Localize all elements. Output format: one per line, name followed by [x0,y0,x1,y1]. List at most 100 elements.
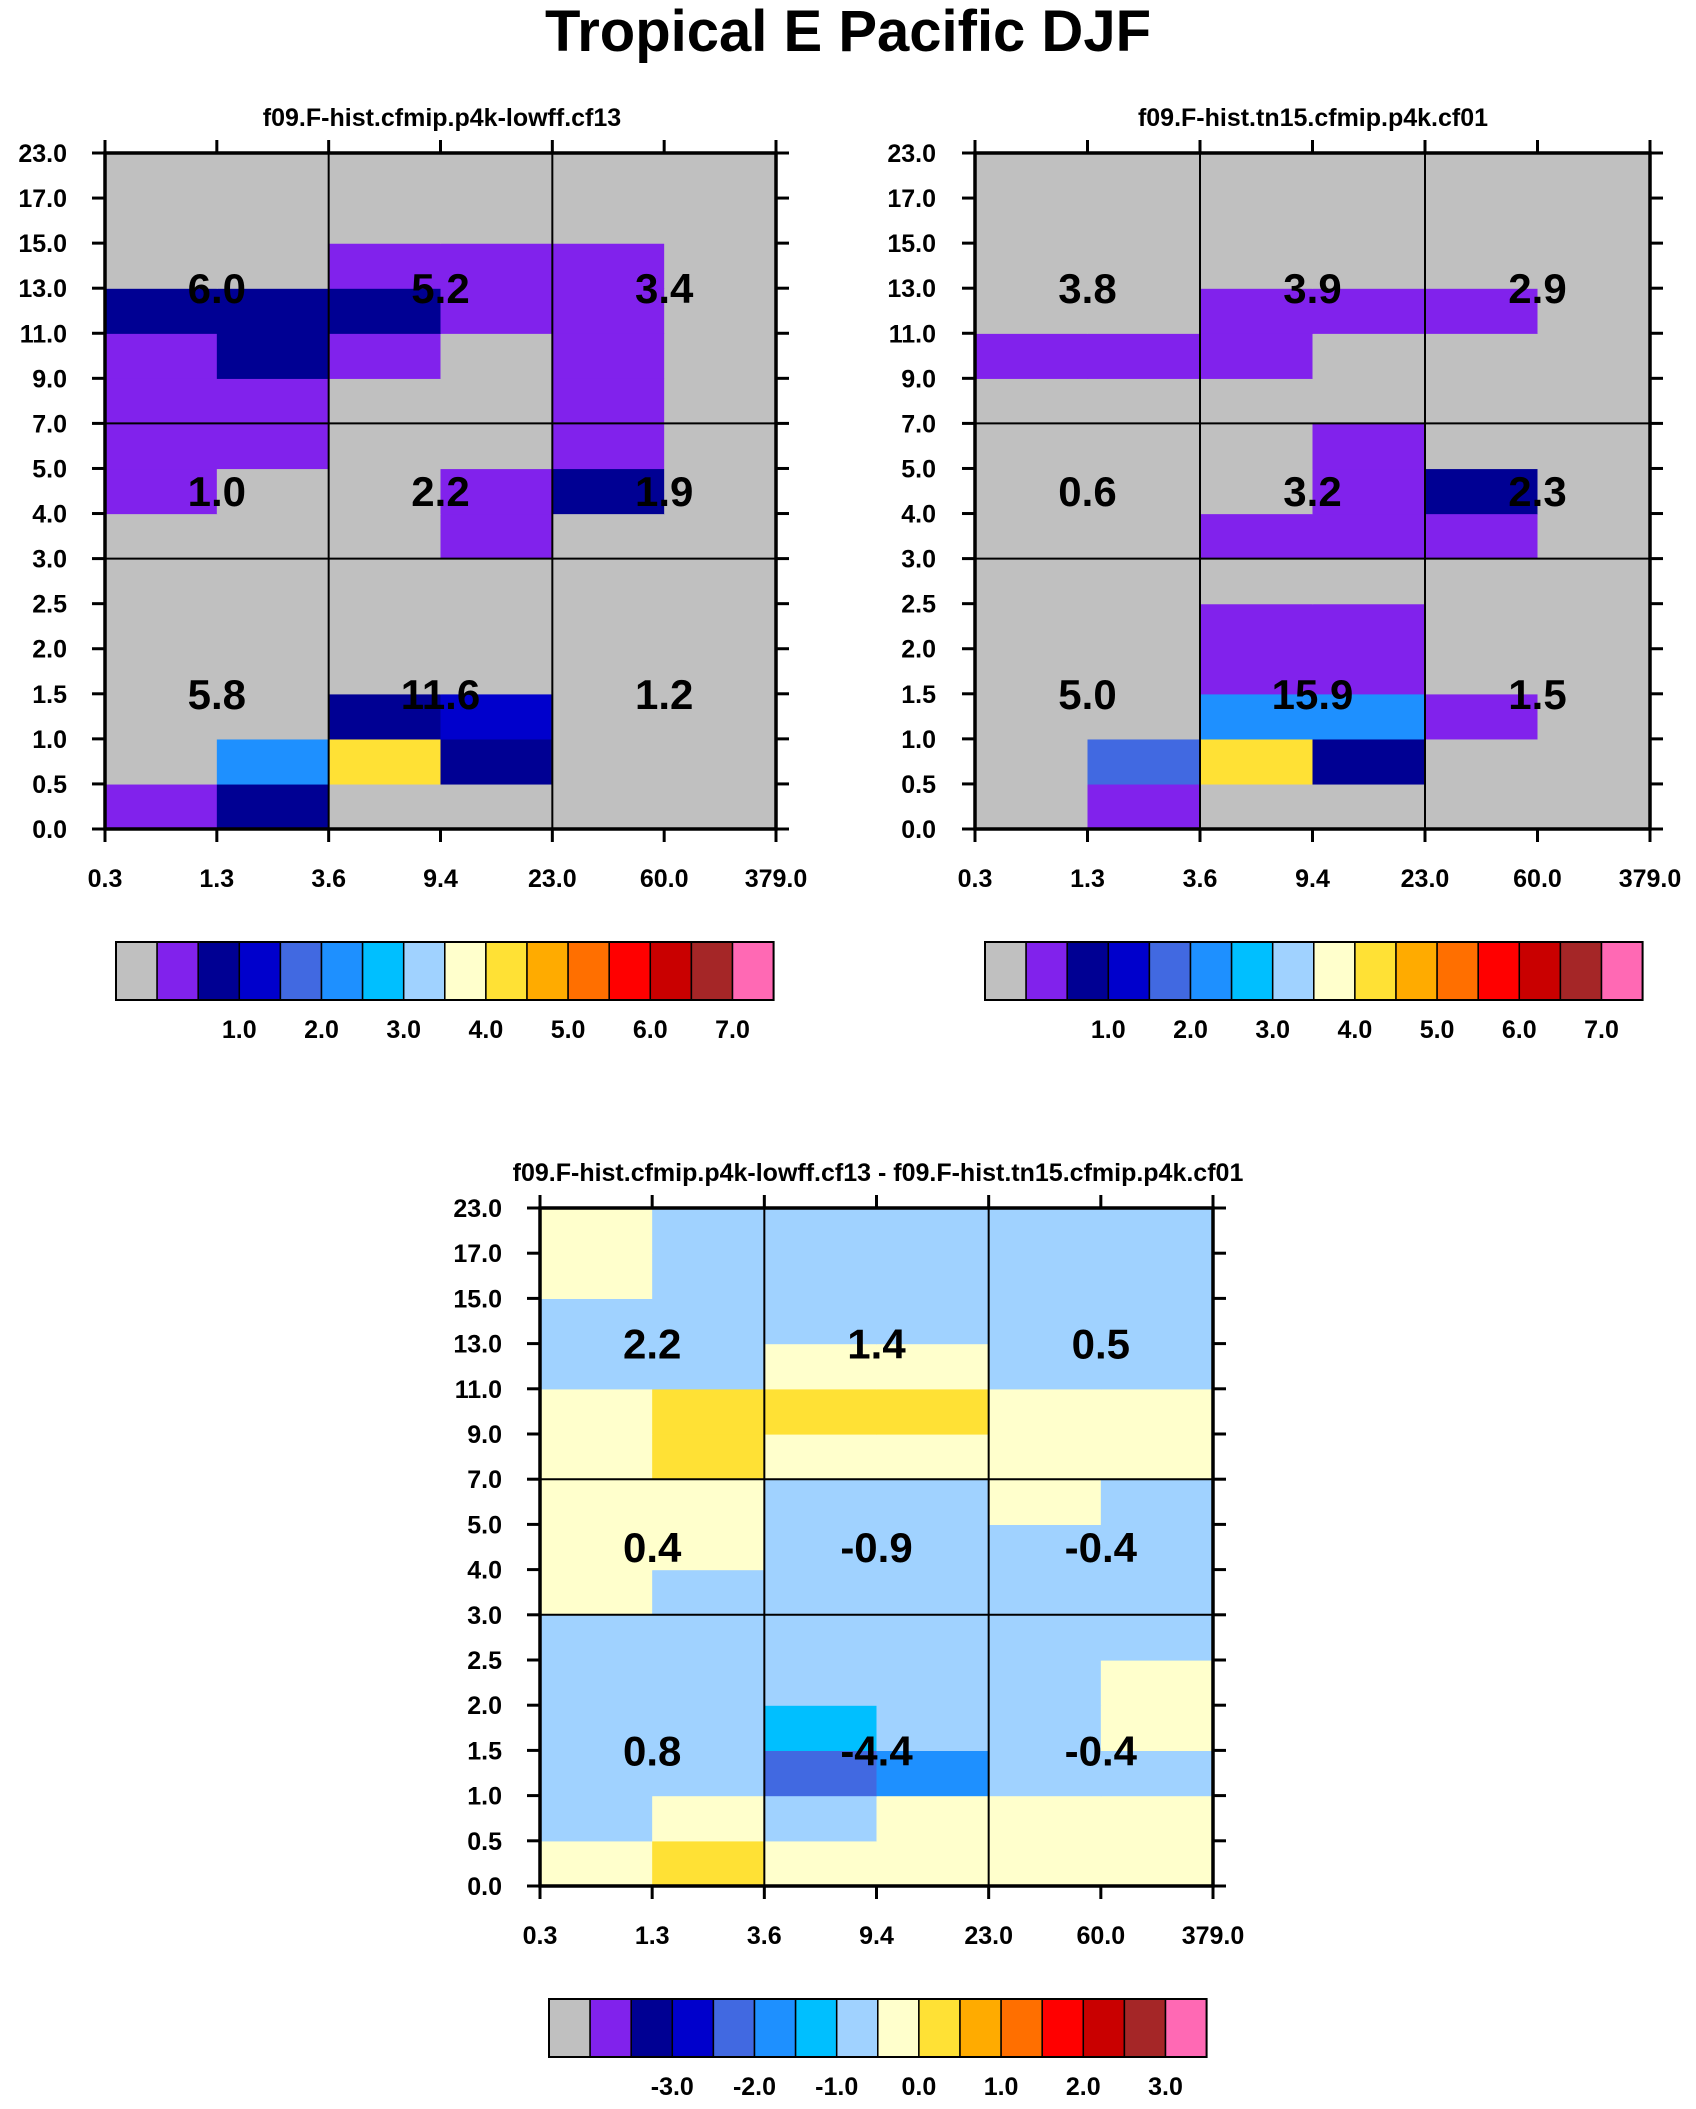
panel-title-cf01: f09.F-hist.tn15.cfmip.p4k.cf01 [1138,104,1488,132]
y-tick-label: 9.0 [901,365,936,393]
y-tick-label: 4.0 [901,501,936,529]
panel-difference: f09.F-hist.cfmip.p4k-lowff.cf13 - f09.F-… [453,1159,1244,2101]
heatmap-cell [552,288,665,334]
x-tick-label: 379.0 [745,865,808,893]
colorbar-swatch [918,1998,961,2058]
colorbar-swatch [608,941,652,1001]
heatmap-cell [105,513,218,560]
heatmap-cell [975,738,1089,785]
y-tick-label: 2.0 [901,636,936,664]
heatmap-cell [216,378,330,424]
heatmap-cell [540,1434,653,1480]
heatmap-cell [216,468,330,515]
heatmap-cell [1100,1524,1214,1571]
heatmap-cell [1425,738,1539,785]
heatmap-cell [652,1388,765,1435]
heatmap-cell [552,693,665,740]
heatmap-cell [664,513,777,560]
colorbar-swatch [238,941,282,1001]
heatmap-cell [652,1660,765,1706]
heatmap-cell [328,378,442,424]
heatmap-cell [1312,243,1426,289]
y-tick-label: 4.0 [467,1557,502,1585]
y-tick-label: 2.0 [32,636,67,664]
heatmap-cell [540,1208,653,1254]
heatmap-cell [876,1388,990,1435]
group-value-label: -0.9 [840,1524,912,1571]
heatmap-cell [988,1524,1102,1571]
heatmap-cell [216,558,330,605]
heatmap-cell [876,1569,990,1616]
group-value-label: 3.8 [1058,265,1116,312]
heatmap-cell [1312,738,1426,785]
heatmap-cell [1537,693,1651,740]
colorbar-swatch [649,941,693,1001]
heatmap-cell [652,1569,765,1616]
heatmap-cell [328,333,442,379]
colorbar-swatch [1025,941,1068,1001]
heatmap-cell [1087,693,1201,740]
group-value-label: 11.6 [401,671,480,718]
colorbar-swatch [1230,941,1274,1001]
heatmap-cell [540,1660,653,1706]
heatmap-cell [328,783,442,830]
heatmap-cell [440,738,553,785]
heatmap-cell [105,558,218,605]
colorbar-swatch [1123,1998,1167,2058]
colorbar-label: 1.0 [1091,1016,1126,1044]
heatmap-cell [1537,288,1651,334]
heatmap-cell [1537,243,1651,289]
heatmap-cell [764,1298,878,1345]
y-tick-label: 9.0 [467,1421,502,1449]
heatmap-cell [1087,648,1201,695]
heatmap-cell [328,513,442,560]
heatmap-cell [216,603,330,650]
heatmap-cell [664,153,777,199]
heatmap-cell [664,558,777,605]
heatmap-cell [1087,378,1201,424]
colorbar-swatch [444,941,487,1001]
colorbar-label: 5.0 [551,1016,586,1044]
heatmap-cell [988,1253,1102,1299]
heatmap-cell [876,1343,990,1390]
heatmap-cell [1200,693,1314,740]
x-tick-label: 0.3 [958,865,993,893]
colorbar-swatch [1041,1998,1085,2058]
colorbar-label: 3.0 [1148,2073,1183,2101]
heatmap-cell [876,1795,990,1842]
heatmap-cell [764,1750,878,1797]
y-tick-label: 23.0 [887,140,936,168]
heatmap-cell [1087,468,1201,515]
heatmap-cell [764,1614,878,1661]
y-tick-label: 17.0 [453,1240,502,1268]
heatmap-cell [1200,738,1314,785]
heatmap-cell [876,1750,990,1797]
group-value-label: 2.9 [1508,265,1566,312]
heatmap-cell [552,603,665,650]
heatmap-cell [105,648,218,695]
x-tick-label: 9.4 [423,865,458,893]
y-tick-label: 2.0 [467,1692,502,1720]
heatmap-cell [876,1614,990,1661]
y-tick-label: 7.0 [32,410,67,438]
colorbar-swatch [485,941,528,1001]
heatmap-cell [540,1343,653,1390]
heatmap-cell [1312,198,1426,244]
heatmap-cell [1100,1569,1214,1616]
y-tick-label: 9.0 [32,365,67,393]
heatmap-cell [1425,513,1539,560]
heatmap-cell [1200,423,1314,470]
colorbar-swatch [1189,941,1233,1001]
heatmap-cell [552,558,665,605]
panel-cf01: f09.F-hist.tn15.cfmip.p4k.cf01 0.3 1.3 3.6… [887,104,1681,1044]
heatmap-cell [988,1840,1102,1887]
heatmap-cell [652,1524,765,1571]
x-tick-label: 9.4 [859,1922,894,1950]
colorbar-swatch [1000,1998,1043,2058]
heatmap-cell [1312,783,1426,830]
colorbar-swatch [1354,941,1397,1001]
y-tick-label: 3.0 [467,1602,502,1630]
colorbar-swatch [835,1998,879,2058]
x-tick-label: 23.0 [1401,865,1450,893]
heatmap-cell [764,1388,878,1435]
